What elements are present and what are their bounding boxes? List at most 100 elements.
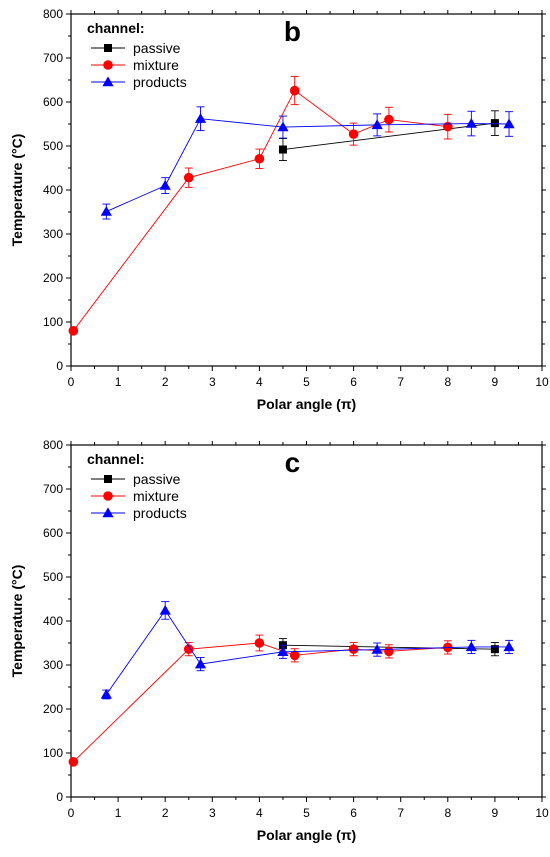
x-axis-label: Polar angle (π)	[257, 827, 356, 843]
data-point	[254, 638, 265, 648]
x-tick-label: 2	[162, 375, 169, 389]
series-products	[100, 106, 515, 220]
legend-label: products	[133, 74, 187, 90]
legend-title: channel:	[87, 20, 145, 36]
x-tick-label: 3	[209, 375, 216, 389]
x-tick-label: 7	[397, 806, 404, 820]
y-tick-label: 800	[43, 438, 63, 452]
data-point	[384, 114, 394, 125]
x-tick-label: 7	[397, 375, 404, 389]
x-tick-label: 1	[115, 375, 122, 389]
chart-panel-c: 0 1 2 3 4 5 6 7 8 9 100100200300400500600700800Pol…	[9, 438, 549, 843]
x-tick-label: 2	[162, 806, 169, 820]
data-point	[490, 645, 499, 654]
legend-item-passive: passive	[91, 471, 181, 487]
y-tick-label: 100	[43, 315, 63, 329]
data-point	[277, 646, 289, 656]
legend-marker	[104, 44, 112, 52]
x-tick-label: 4	[256, 806, 263, 820]
y-axis-label: Temperature (°C)	[9, 565, 25, 678]
x-tick-label: 6	[350, 806, 357, 820]
data-point	[371, 644, 383, 654]
legend-marker	[104, 475, 112, 483]
series-passive	[278, 110, 499, 161]
y-tick-label: 700	[43, 482, 63, 496]
data-point	[465, 117, 477, 128]
y-tick-label: 600	[43, 526, 63, 540]
x-tick-label: 5	[303, 375, 310, 389]
y-axis-label: Temperature (°C)	[9, 134, 25, 247]
legend-item-mixture: mixture	[91, 57, 179, 73]
x-tick-label: 10	[535, 375, 549, 389]
data-point	[289, 650, 300, 661]
legend-item-products: products	[91, 74, 187, 90]
data-point	[348, 644, 359, 654]
y-tick-label: 0	[56, 790, 63, 804]
legend-item-passive: passive	[91, 40, 181, 56]
data-point	[503, 641, 515, 652]
data-point	[503, 118, 515, 129]
y-tick-label: 700	[43, 51, 63, 65]
data-point	[100, 688, 112, 699]
x-tick-label: 1	[115, 806, 122, 820]
series-line-mixture	[72, 89, 448, 332]
y-tick-label: 300	[43, 658, 63, 672]
x-tick-label: 8	[444, 806, 451, 820]
panel-label: b	[284, 16, 301, 47]
data-point	[348, 129, 359, 139]
data-point	[68, 326, 79, 336]
legend-label: mixture	[133, 57, 179, 73]
y-tick-label: 0	[56, 359, 63, 373]
series-mixture	[68, 76, 453, 336]
series-line-products	[105, 609, 510, 695]
legend-label: passive	[133, 40, 181, 56]
panel-label: c	[285, 447, 301, 478]
y-tick-label: 600	[43, 95, 63, 109]
y-tick-label: 200	[43, 702, 63, 716]
x-tick-label: 10	[535, 806, 549, 820]
legend-marker	[102, 76, 114, 87]
y-tick-label: 500	[43, 139, 63, 153]
x-tick-label: 8	[444, 375, 451, 389]
y-tick-label: 800	[43, 7, 63, 21]
data-point	[68, 757, 79, 767]
legend-marker	[103, 60, 113, 70]
data-point	[183, 172, 194, 183]
data-point	[465, 641, 477, 652]
data-point	[100, 205, 112, 216]
chart-panel-b: 0 1 2 3 4 5 6 7 8 9 100100200300400500600700800Pol…	[9, 7, 549, 412]
legend-marker	[102, 507, 114, 518]
data-point	[371, 119, 383, 130]
x-tick-label: 0	[68, 806, 75, 820]
legend-item-products: products	[91, 505, 187, 521]
y-tick-label: 400	[43, 183, 63, 197]
y-tick-label: 200	[43, 271, 63, 285]
x-tick-label: 9	[492, 375, 499, 389]
data-point	[289, 85, 300, 96]
legend-marker	[103, 491, 113, 501]
legend-label: products	[133, 505, 187, 521]
legend-item-mixture: mixture	[91, 488, 179, 504]
data-point	[194, 113, 207, 123]
data-point	[254, 153, 265, 164]
series-products	[100, 601, 515, 700]
data-point	[194, 658, 207, 669]
x-tick-label: 5	[303, 806, 310, 820]
series-line-products	[106, 118, 510, 212]
x-tick-label: 9	[492, 806, 499, 820]
x-tick-label: 3	[209, 806, 216, 820]
x-tick-label: 6	[350, 375, 357, 389]
data-point	[159, 604, 171, 615]
x-tick-label: 4	[256, 375, 263, 389]
y-tick-label: 400	[43, 614, 63, 628]
x-tick-label: 0	[68, 375, 75, 389]
x-axis-label: Polar angle (π)	[257, 396, 356, 412]
data-point	[277, 121, 289, 132]
data-point	[278, 145, 287, 154]
legend-label: passive	[133, 471, 181, 487]
y-tick-label: 100	[43, 746, 63, 760]
series-line-passive	[282, 122, 495, 150]
